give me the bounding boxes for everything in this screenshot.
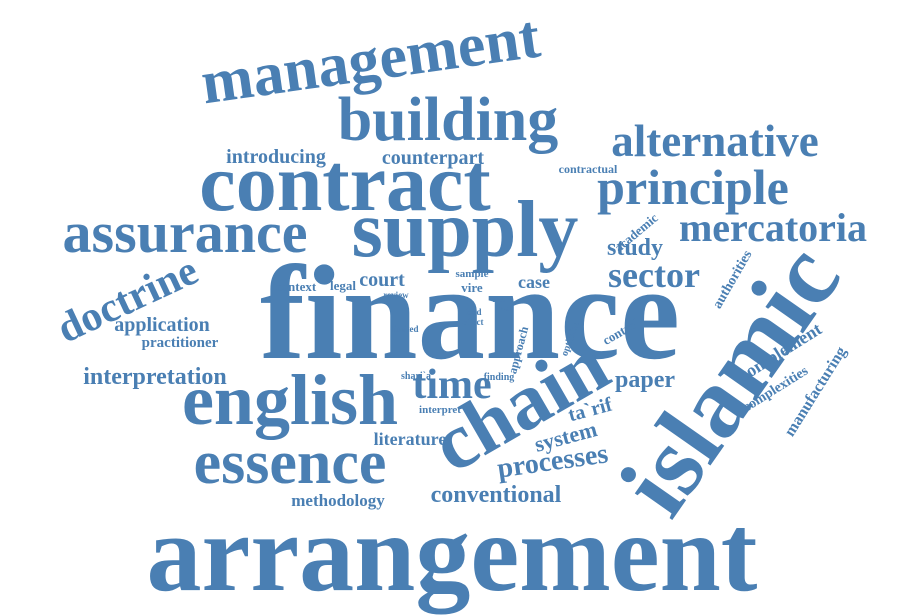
word-food: food [464, 306, 482, 317]
word-assurance: assurance [62, 200, 308, 265]
word-contract: contract [199, 137, 491, 228]
word-paper: paper [615, 367, 675, 393]
word-interpret: interpret [419, 403, 461, 416]
word-tend: tend [497, 304, 511, 313]
word-mercatoria: mercatoria [678, 205, 868, 250]
word-finance: finance [260, 238, 680, 388]
word-vire: vire [461, 279, 483, 295]
word-methodology: methodology [291, 490, 385, 510]
word-sample: sample [455, 267, 489, 280]
word-practitioner: practitioner [141, 334, 219, 351]
word-legal: legal [330, 277, 356, 293]
word-english: english [181, 360, 399, 440]
word-finding: finding [483, 372, 515, 383]
word-review: review [383, 289, 409, 300]
word-counterpart: counterpart [381, 147, 485, 169]
word-supply: supply [351, 186, 579, 274]
word-sector: sector [608, 255, 700, 295]
word-effect: effect [462, 316, 484, 327]
word-court: court [359, 269, 405, 291]
word-time: time [412, 362, 492, 408]
word-arrangement: arrangement [146, 492, 758, 614]
word-introducing: introducing [226, 146, 326, 168]
word-conventional: conventional [430, 482, 562, 508]
word-principle: principle [597, 159, 789, 215]
word-alternative: alternative [611, 115, 819, 166]
word-contractual: contractual [558, 162, 618, 176]
word-building: building [337, 86, 559, 154]
word-essence: essence [193, 429, 387, 497]
word-application: application [114, 314, 210, 336]
word-lack: lack [492, 295, 506, 304]
word-sharia: shari`a [401, 371, 431, 382]
word-case: case [518, 272, 550, 292]
word-study: study [606, 235, 664, 261]
word-limited: limited [391, 323, 419, 334]
word-context: context [275, 278, 317, 294]
word-literature: literature [373, 429, 447, 449]
word-interpretation: interpretation [83, 364, 227, 390]
